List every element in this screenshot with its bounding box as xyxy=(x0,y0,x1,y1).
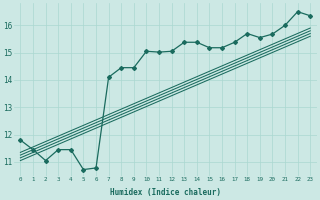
X-axis label: Humidex (Indice chaleur): Humidex (Indice chaleur) xyxy=(110,188,221,197)
